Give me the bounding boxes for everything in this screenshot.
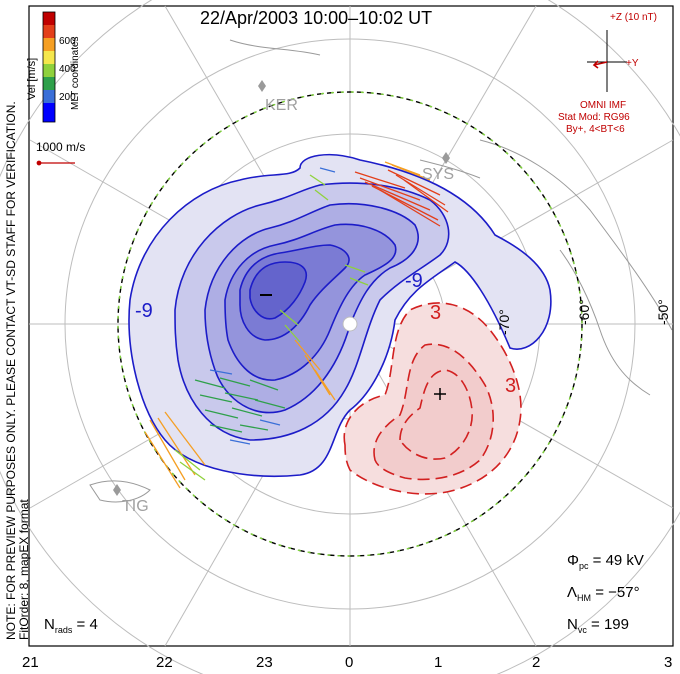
velocity-vectors bbox=[144, 161, 449, 489]
radar-count: Nrads = 4 bbox=[44, 616, 98, 635]
preview-note: NOTE: FOR PREVIEW PURPOSES ONLY. PLEASE … bbox=[4, 101, 18, 640]
imf-z-label: +Z (10 nT) bbox=[610, 12, 657, 23]
station-label-tig: TIG bbox=[122, 498, 149, 515]
mlt-tick-3: 3 bbox=[664, 654, 673, 671]
mlt-tick-1: 1 bbox=[434, 654, 443, 671]
mlt-tick-0: 0 bbox=[345, 654, 354, 671]
negative-potential-cell bbox=[128, 153, 552, 478]
stat-model-label: Stat Mod: RG96 bbox=[558, 112, 630, 123]
cross-polar-potential: Φpc = 49 kV bbox=[567, 552, 644, 571]
colorbar-tick-600: 600 bbox=[59, 36, 76, 47]
positive-contour-label-2: 3 bbox=[505, 375, 517, 397]
mlt-tick-22: 22 bbox=[156, 654, 173, 671]
hm-boundary-latitude: ΛHM = −57° bbox=[567, 584, 640, 603]
map-title: 22/Apr/2003 10:00–10:02 UT bbox=[200, 8, 433, 28]
imf-source-label: OMNI IMF bbox=[580, 100, 627, 111]
vector-count: Nvc = 199 bbox=[567, 616, 629, 635]
coordinate-system-label: MLT coordinates bbox=[70, 36, 81, 110]
fit-order-label: FitOrder: 8, mapEX format bbox=[17, 499, 31, 640]
lat-label-50: -50° bbox=[655, 299, 671, 325]
lat-label-70: -70° bbox=[496, 309, 512, 335]
colorbar-tick-200: 200 bbox=[59, 92, 76, 103]
negative-contour-label-2: -9 bbox=[405, 270, 423, 292]
station-label-sys: SYS bbox=[422, 166, 455, 183]
imf-condition-label: By+, 4<BT<6 bbox=[566, 124, 625, 135]
imf-vector-icon bbox=[592, 60, 608, 69]
station-label-ker: KER bbox=[265, 97, 298, 114]
lat-label-60: -60° bbox=[576, 299, 592, 325]
colorbar-tick-400: 400 bbox=[59, 64, 76, 75]
scale-vector-arrow bbox=[36, 160, 75, 166]
positive-contour-label: 3 bbox=[430, 302, 442, 324]
coastlines bbox=[89, 39, 673, 503]
positive-focus-mark bbox=[434, 388, 446, 400]
velocity-colorbar bbox=[42, 11, 56, 123]
positive-potential-cell bbox=[343, 302, 522, 495]
vel-colorbar-label: Vel [m/s] bbox=[26, 57, 38, 100]
boundary-green-dashes bbox=[117, 91, 583, 557]
magnetic-pole bbox=[342, 316, 358, 332]
imf-y-label: +Y bbox=[626, 58, 639, 69]
station-markers bbox=[113, 80, 450, 496]
mlt-tick-2: 2 bbox=[532, 654, 541, 671]
negative-contour-label: -9 bbox=[135, 300, 153, 322]
mlt-tick-23: 23 bbox=[256, 654, 273, 671]
scale-vector-label: 1000 m/s bbox=[36, 140, 86, 154]
mlt-tick-21: 21 bbox=[22, 654, 39, 671]
